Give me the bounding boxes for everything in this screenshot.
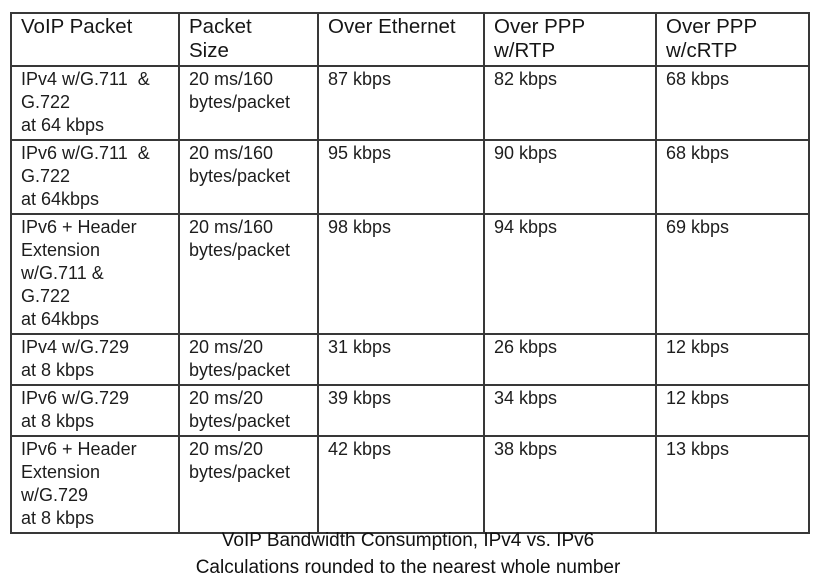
col-header-voip-packet: VoIP Packet [10, 12, 180, 67]
voip-bandwidth-table: VoIP Packet Packet Size Over Ethernet Ov… [10, 12, 810, 534]
cell-packet-size: 20 ms/160 bytes/packet [178, 213, 319, 335]
cell-over-ppp-crtp: 12 kbps [655, 384, 810, 437]
cell-over-ppp-crtp: 69 kbps [655, 213, 810, 335]
col-header-over-ppp-crtp: Over PPP w/cRTP [655, 12, 810, 67]
cell-over-ethernet: 98 kbps [317, 213, 485, 335]
table-row: IPv6 w/G.711 & G.722 at 64kbps 20 ms/160… [10, 139, 810, 215]
cell-over-ethernet: 87 kbps [317, 65, 485, 141]
table-row: IPv4 w/G.729 at 8 kbps 20 ms/20 bytes/pa… [10, 333, 810, 386]
col-header-packet-size: Packet Size [178, 12, 319, 67]
caption-title: VoIP Bandwidth Consumption, IPv4 vs. IPv… [221, 530, 595, 551]
cell-voip-packet: IPv6 w/G.711 & G.722 at 64kbps [10, 139, 180, 215]
cell-voip-packet: IPv4 w/G.711 & G.722 at 64 kbps [10, 65, 180, 141]
table-row: IPv6 w/G.729 at 8 kbps 20 ms/20 bytes/pa… [10, 384, 810, 437]
cell-over-ppp-crtp: 68 kbps [655, 65, 810, 141]
cell-over-ppp-rtp: 34 kbps [483, 384, 657, 437]
cell-voip-packet: IPv6 + Header Extension w/G.711 & G.722 … [10, 213, 180, 335]
cell-over-ppp-rtp: 90 kbps [483, 139, 657, 215]
cell-over-ppp-rtp: 38 kbps [483, 435, 657, 534]
cell-over-ppp-rtp: 26 kbps [483, 333, 657, 386]
cell-packet-size: 20 ms/20 bytes/packet [178, 435, 319, 534]
table-row: IPv6 + Header Extension w/G.729 at 8 kbp… [10, 435, 810, 534]
header-row: VoIP Packet Packet Size Over Ethernet Ov… [10, 12, 810, 67]
cell-packet-size: 20 ms/160 bytes/packet [178, 65, 319, 141]
cell-voip-packet: IPv4 w/G.729 at 8 kbps [10, 333, 180, 386]
table-caption: VoIP Bandwidth Consumption, IPv4 vs. IPv… [0, 527, 816, 581]
cell-over-ppp-crtp: 13 kbps [655, 435, 810, 534]
col-header-over-ethernet: Over Ethernet [317, 12, 485, 67]
caption-note: Calculations rounded to the nearest whol… [195, 557, 621, 578]
cell-over-ethernet: 95 kbps [317, 139, 485, 215]
cell-over-ppp-crtp: 12 kbps [655, 333, 810, 386]
table-row: IPv4 w/G.711 & G.722 at 64 kbps 20 ms/16… [10, 65, 810, 141]
col-header-over-ppp-rtp: Over PPP w/RTP [483, 12, 657, 67]
cell-packet-size: 20 ms/160 bytes/packet [178, 139, 319, 215]
cell-voip-packet: IPv6 + Header Extension w/G.729 at 8 kbp… [10, 435, 180, 534]
cell-over-ethernet: 31 kbps [317, 333, 485, 386]
cell-packet-size: 20 ms/20 bytes/packet [178, 333, 319, 386]
cell-over-ppp-rtp: 94 kbps [483, 213, 657, 335]
cell-over-ppp-rtp: 82 kbps [483, 65, 657, 141]
table-row: IPv6 + Header Extension w/G.711 & G.722 … [10, 213, 810, 335]
cell-voip-packet: IPv6 w/G.729 at 8 kbps [10, 384, 180, 437]
cell-packet-size: 20 ms/20 bytes/packet [178, 384, 319, 437]
cell-over-ethernet: 42 kbps [317, 435, 485, 534]
cell-over-ppp-crtp: 68 kbps [655, 139, 810, 215]
cell-over-ethernet: 39 kbps [317, 384, 485, 437]
